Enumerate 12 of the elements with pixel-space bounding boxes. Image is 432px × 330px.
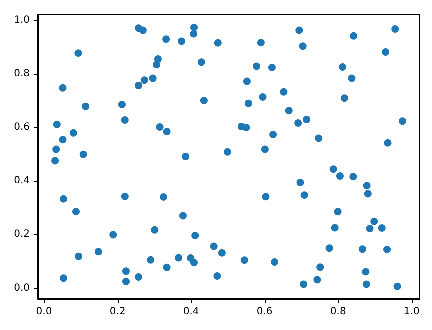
- y-tick-label: 0.0: [14, 282, 30, 294]
- x-tick-label: 0.4: [183, 306, 200, 318]
- y-tick-label: 0.4: [14, 176, 30, 187]
- y-tick-label: 0.2: [14, 229, 30, 240]
- x-tick-label: 0.2: [110, 306, 126, 318]
- y-tick-label: 1.0: [14, 14, 30, 26]
- x-tick-label: 0.8: [330, 306, 346, 318]
- x-tick-label: 0.6: [256, 306, 273, 318]
- x-tick-label: 0.0: [36, 306, 52, 318]
- y-tick-label: 0.8: [14, 68, 30, 80]
- y-tick-label: 0.6: [14, 122, 30, 134]
- x-tick-label: 1.0: [404, 306, 420, 318]
